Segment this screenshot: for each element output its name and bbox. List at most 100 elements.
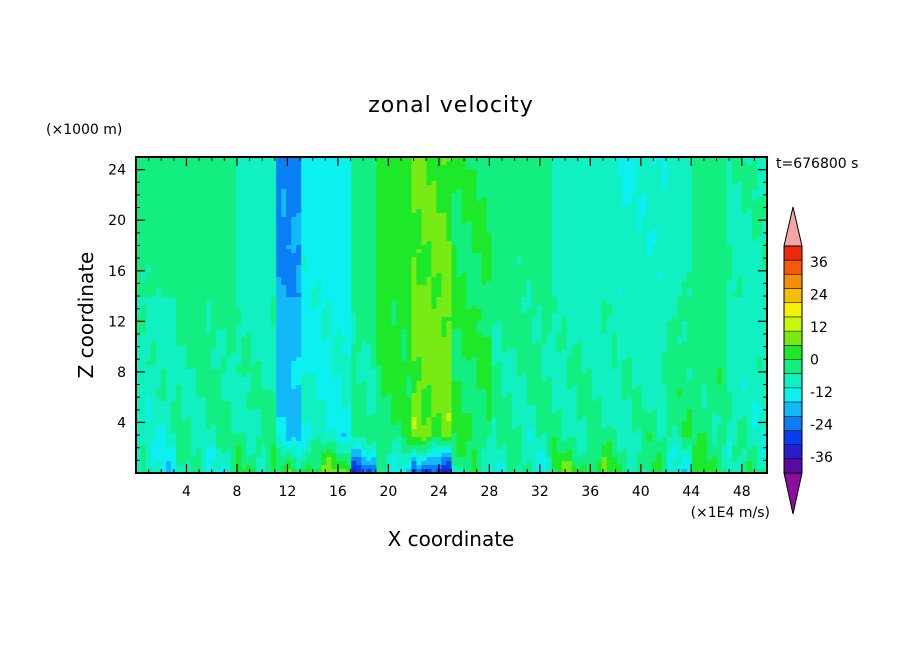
heatmap-cell bbox=[191, 253, 197, 258]
heatmap-cell bbox=[166, 249, 172, 254]
heatmap-cell bbox=[426, 213, 433, 218]
heatmap-cell bbox=[406, 413, 413, 418]
heatmap-cell bbox=[266, 385, 272, 390]
heatmap-cell bbox=[281, 257, 287, 262]
heatmap-cell bbox=[371, 233, 377, 238]
heatmap-cell bbox=[341, 305, 347, 310]
heatmap-cell bbox=[396, 201, 403, 206]
heatmap-cell bbox=[356, 253, 362, 258]
heatmap-cell bbox=[386, 449, 393, 454]
heatmap-cell bbox=[146, 397, 152, 402]
heatmap-cell bbox=[406, 329, 413, 334]
heatmap-cell bbox=[146, 245, 152, 250]
heatmap-cell bbox=[436, 373, 443, 378]
heatmap-cell bbox=[276, 309, 282, 314]
heatmap-cell bbox=[151, 285, 157, 290]
heatmap-cell bbox=[431, 441, 438, 446]
heatmap-cell bbox=[271, 277, 277, 282]
heatmap-cell bbox=[346, 221, 352, 226]
heatmap-cell bbox=[306, 381, 312, 386]
heatmap-cell bbox=[296, 461, 302, 466]
heatmap-cell bbox=[301, 161, 307, 166]
heatmap-cell bbox=[331, 437, 337, 442]
heatmap-cell bbox=[411, 305, 418, 310]
heatmap-cell bbox=[381, 329, 387, 334]
heatmap-cell bbox=[246, 169, 252, 174]
heatmap-cell bbox=[381, 185, 387, 190]
heatmap-cell bbox=[161, 277, 167, 282]
heatmap-cell bbox=[286, 265, 292, 270]
heatmap-cell bbox=[221, 353, 227, 358]
heatmap-cell bbox=[306, 413, 312, 418]
heatmap-cell bbox=[346, 465, 352, 470]
heatmap-cell bbox=[176, 221, 182, 226]
heatmap-cell bbox=[376, 357, 382, 362]
heatmap-cell bbox=[251, 457, 257, 462]
heatmap-cell bbox=[256, 445, 262, 450]
heatmap-cell bbox=[271, 249, 277, 254]
heatmap-cell bbox=[211, 409, 217, 414]
heatmap-cell bbox=[426, 273, 433, 278]
heatmap-cell bbox=[401, 177, 408, 182]
heatmap-cell bbox=[181, 273, 187, 278]
heatmap-cell bbox=[171, 261, 177, 266]
heatmap-cell bbox=[296, 441, 302, 446]
heatmap-cell bbox=[201, 405, 207, 410]
heatmap-cell bbox=[136, 261, 142, 266]
heatmap-cell bbox=[421, 469, 428, 473]
heatmap-cell bbox=[191, 181, 197, 186]
heatmap-cell bbox=[401, 361, 408, 366]
heatmap-cell bbox=[151, 409, 157, 414]
heatmap-cell bbox=[321, 325, 327, 330]
heatmap-cell bbox=[386, 169, 393, 174]
heatmap-cell bbox=[356, 341, 362, 346]
heatmap-cell bbox=[436, 193, 443, 198]
heatmap-cell bbox=[381, 373, 387, 378]
heatmap-cell bbox=[401, 253, 408, 258]
heatmap-cell bbox=[311, 337, 317, 342]
heatmap-cell bbox=[271, 293, 277, 298]
heatmap-cell bbox=[201, 437, 207, 442]
heatmap-cell bbox=[436, 173, 443, 178]
heatmap-cell bbox=[401, 345, 408, 350]
heatmap-cell bbox=[271, 409, 277, 414]
heatmap-cell bbox=[176, 329, 182, 334]
heatmap-cell bbox=[291, 361, 297, 366]
heatmap-cell bbox=[246, 349, 252, 354]
heatmap-cell bbox=[176, 341, 182, 346]
heatmap-cell bbox=[296, 385, 302, 390]
heatmap-cell bbox=[386, 209, 393, 214]
heatmap-cell bbox=[156, 469, 162, 473]
heatmap-cell bbox=[301, 397, 307, 402]
heatmap-cell bbox=[446, 213, 453, 218]
heatmap-cell bbox=[241, 337, 247, 342]
heatmap-cell bbox=[401, 197, 408, 202]
heatmap-cell bbox=[436, 445, 443, 450]
heatmap-cell bbox=[401, 457, 408, 462]
heatmap-cell bbox=[161, 261, 167, 266]
heatmap-cell bbox=[266, 253, 272, 258]
heatmap-cell bbox=[261, 205, 267, 210]
heatmap-cell bbox=[211, 373, 217, 378]
heatmap-cell bbox=[406, 317, 413, 322]
heatmap-cell bbox=[206, 237, 212, 242]
heatmap-cell bbox=[421, 277, 428, 282]
heatmap-cell bbox=[321, 453, 327, 458]
heatmap-cell bbox=[396, 433, 403, 438]
heatmap-cell bbox=[396, 273, 403, 278]
heatmap-cell bbox=[151, 401, 157, 406]
heatmap-cell bbox=[236, 393, 242, 398]
heatmap-cell bbox=[236, 381, 242, 386]
heatmap-cell bbox=[136, 401, 142, 406]
heatmap-cell bbox=[411, 233, 418, 238]
heatmap-cell bbox=[441, 349, 448, 354]
heatmap-cell bbox=[361, 285, 367, 290]
heatmap-cell bbox=[441, 249, 448, 254]
heatmap-cell bbox=[256, 381, 262, 386]
heatmap-cell bbox=[171, 189, 177, 194]
heatmap-cell bbox=[401, 293, 408, 298]
heatmap-cell bbox=[266, 361, 272, 366]
heatmap-cell bbox=[311, 333, 317, 338]
heatmap-cell bbox=[236, 233, 242, 238]
heatmap-cell bbox=[151, 333, 157, 338]
